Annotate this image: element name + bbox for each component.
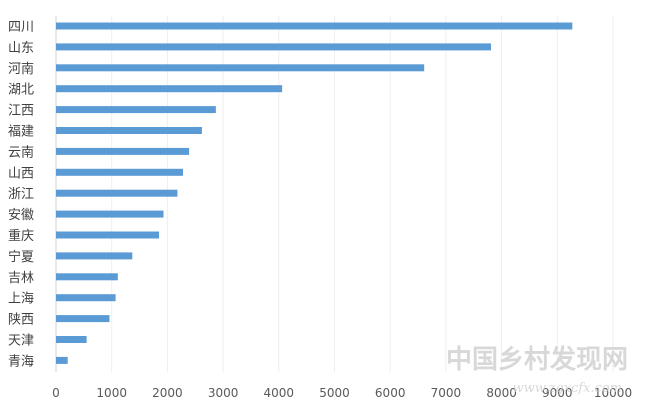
x-tick-label-2: 2000 — [152, 386, 183, 400]
bar-2 — [56, 64, 425, 72]
category-label-13: 上海 — [8, 292, 34, 307]
category-label-1: 山东 — [8, 41, 34, 56]
watermark: 中国乡村发现网 www.zgxcfx.com — [446, 344, 628, 396]
bar-9 — [56, 210, 164, 218]
category-label-9: 安徽 — [8, 208, 34, 223]
category-label-5: 福建 — [8, 125, 34, 140]
category-label-2: 河南 — [8, 61, 34, 77]
bar-13 — [56, 294, 116, 302]
grid-lines — [55, 16, 614, 372]
bar-6 — [56, 147, 190, 155]
bar-0 — [56, 22, 573, 30]
category-label-7: 山西 — [8, 166, 34, 181]
x-tick-label-9: 9000 — [542, 386, 573, 400]
category-label-11: 宁夏 — [8, 249, 34, 265]
bar-14 — [56, 315, 110, 323]
x-tick-label-10: 10000 — [594, 386, 632, 400]
bar-15 — [56, 336, 87, 343]
bar-7 — [56, 168, 183, 176]
x-tick-label-7: 7000 — [431, 386, 462, 400]
category-label-6: 云南 — [8, 144, 34, 160]
bar-16 — [56, 356, 68, 364]
category-label-10: 重庆 — [8, 228, 34, 244]
category-label-14: 陕西 — [8, 313, 34, 328]
category-label-8: 浙江 — [8, 187, 34, 202]
bar-11 — [56, 252, 133, 260]
category-label-4: 江西 — [8, 104, 34, 119]
watermark-url: www.zgxcfx.com — [513, 381, 622, 396]
x-tick-label-5: 5000 — [319, 386, 350, 400]
bar-10 — [56, 231, 160, 239]
x-tick-label-6: 6000 — [375, 386, 406, 400]
category-label-3: 湖北 — [8, 83, 34, 98]
x-tick-label-0: 0 — [52, 386, 60, 400]
x-tick-labels: 0 1000 2000 3000 4000 5000 6000 7000 8000 9000 100… — [52, 386, 632, 400]
bar-5 — [56, 127, 202, 134]
bars — [56, 22, 573, 364]
bar-4 — [56, 106, 216, 114]
bar-12 — [56, 273, 118, 281]
category-label-15: 天津 — [8, 334, 34, 349]
category-label-0: 四川 — [8, 20, 34, 35]
x-tick-label-8: 8000 — [486, 386, 517, 400]
x-tick-label-3: 3000 — [208, 386, 239, 400]
bar-1 — [56, 43, 492, 51]
x-tick-label-1: 1000 — [96, 386, 127, 400]
category-label-12: 吉林 — [8, 271, 34, 286]
x-tick-label-4: 4000 — [264, 386, 295, 400]
category-label-16: 青海 — [8, 354, 34, 369]
watermark-title: 中国乡村发现网 — [446, 344, 628, 375]
bar-8 — [56, 189, 178, 197]
bar-3 — [56, 85, 283, 93]
